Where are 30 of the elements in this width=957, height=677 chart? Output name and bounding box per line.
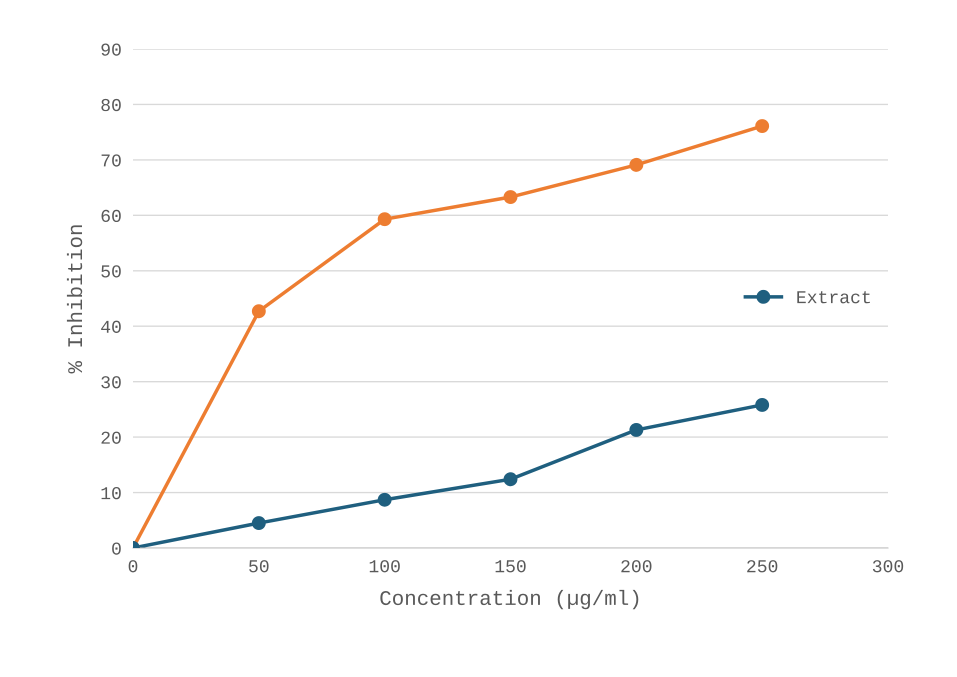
y-tick-label: 0 <box>112 542 121 555</box>
y-tick-label: 60 <box>102 210 121 222</box>
y-tick-label: 30 <box>101 376 121 388</box>
x-tick-label: 0 <box>128 560 138 572</box>
legend-label: Extract <box>797 291 870 304</box>
y-tick-label: 80 <box>101 98 121 112</box>
point <box>755 398 770 412</box>
y-tick-label: 20 <box>101 432 121 444</box>
y-tick-label: 50 <box>101 265 121 278</box>
point <box>504 472 518 486</box>
point <box>378 492 392 507</box>
point <box>629 422 644 437</box>
x-tick-label: 100 <box>370 560 400 572</box>
x-tick-label: 50 <box>249 560 269 572</box>
x-tick-label: 200 <box>621 560 652 572</box>
y-tick-label: 40 <box>101 320 121 333</box>
y-axis-title: % Inhibition <box>66 225 82 374</box>
y-tick-label: 10 <box>102 487 121 500</box>
x-axis-title: Concentration (µg/ml) <box>380 590 638 610</box>
point <box>252 516 266 530</box>
x-tick-label: 250 <box>747 560 778 572</box>
point <box>755 119 770 134</box>
point <box>629 158 644 172</box>
x-tick-label: 150 <box>496 560 526 572</box>
point <box>504 190 518 204</box>
y-tick-label: 70 <box>102 154 121 167</box>
x-tick-label: 300 <box>872 560 904 572</box>
point <box>252 304 266 318</box>
y-tick-label: 90 <box>101 43 121 56</box>
point <box>378 212 392 226</box>
